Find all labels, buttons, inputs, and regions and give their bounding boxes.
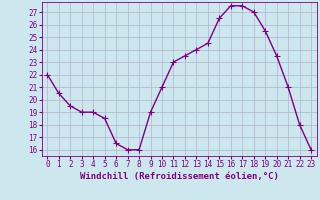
X-axis label: Windchill (Refroidissement éolien,°C): Windchill (Refroidissement éolien,°C) (80, 172, 279, 181)
